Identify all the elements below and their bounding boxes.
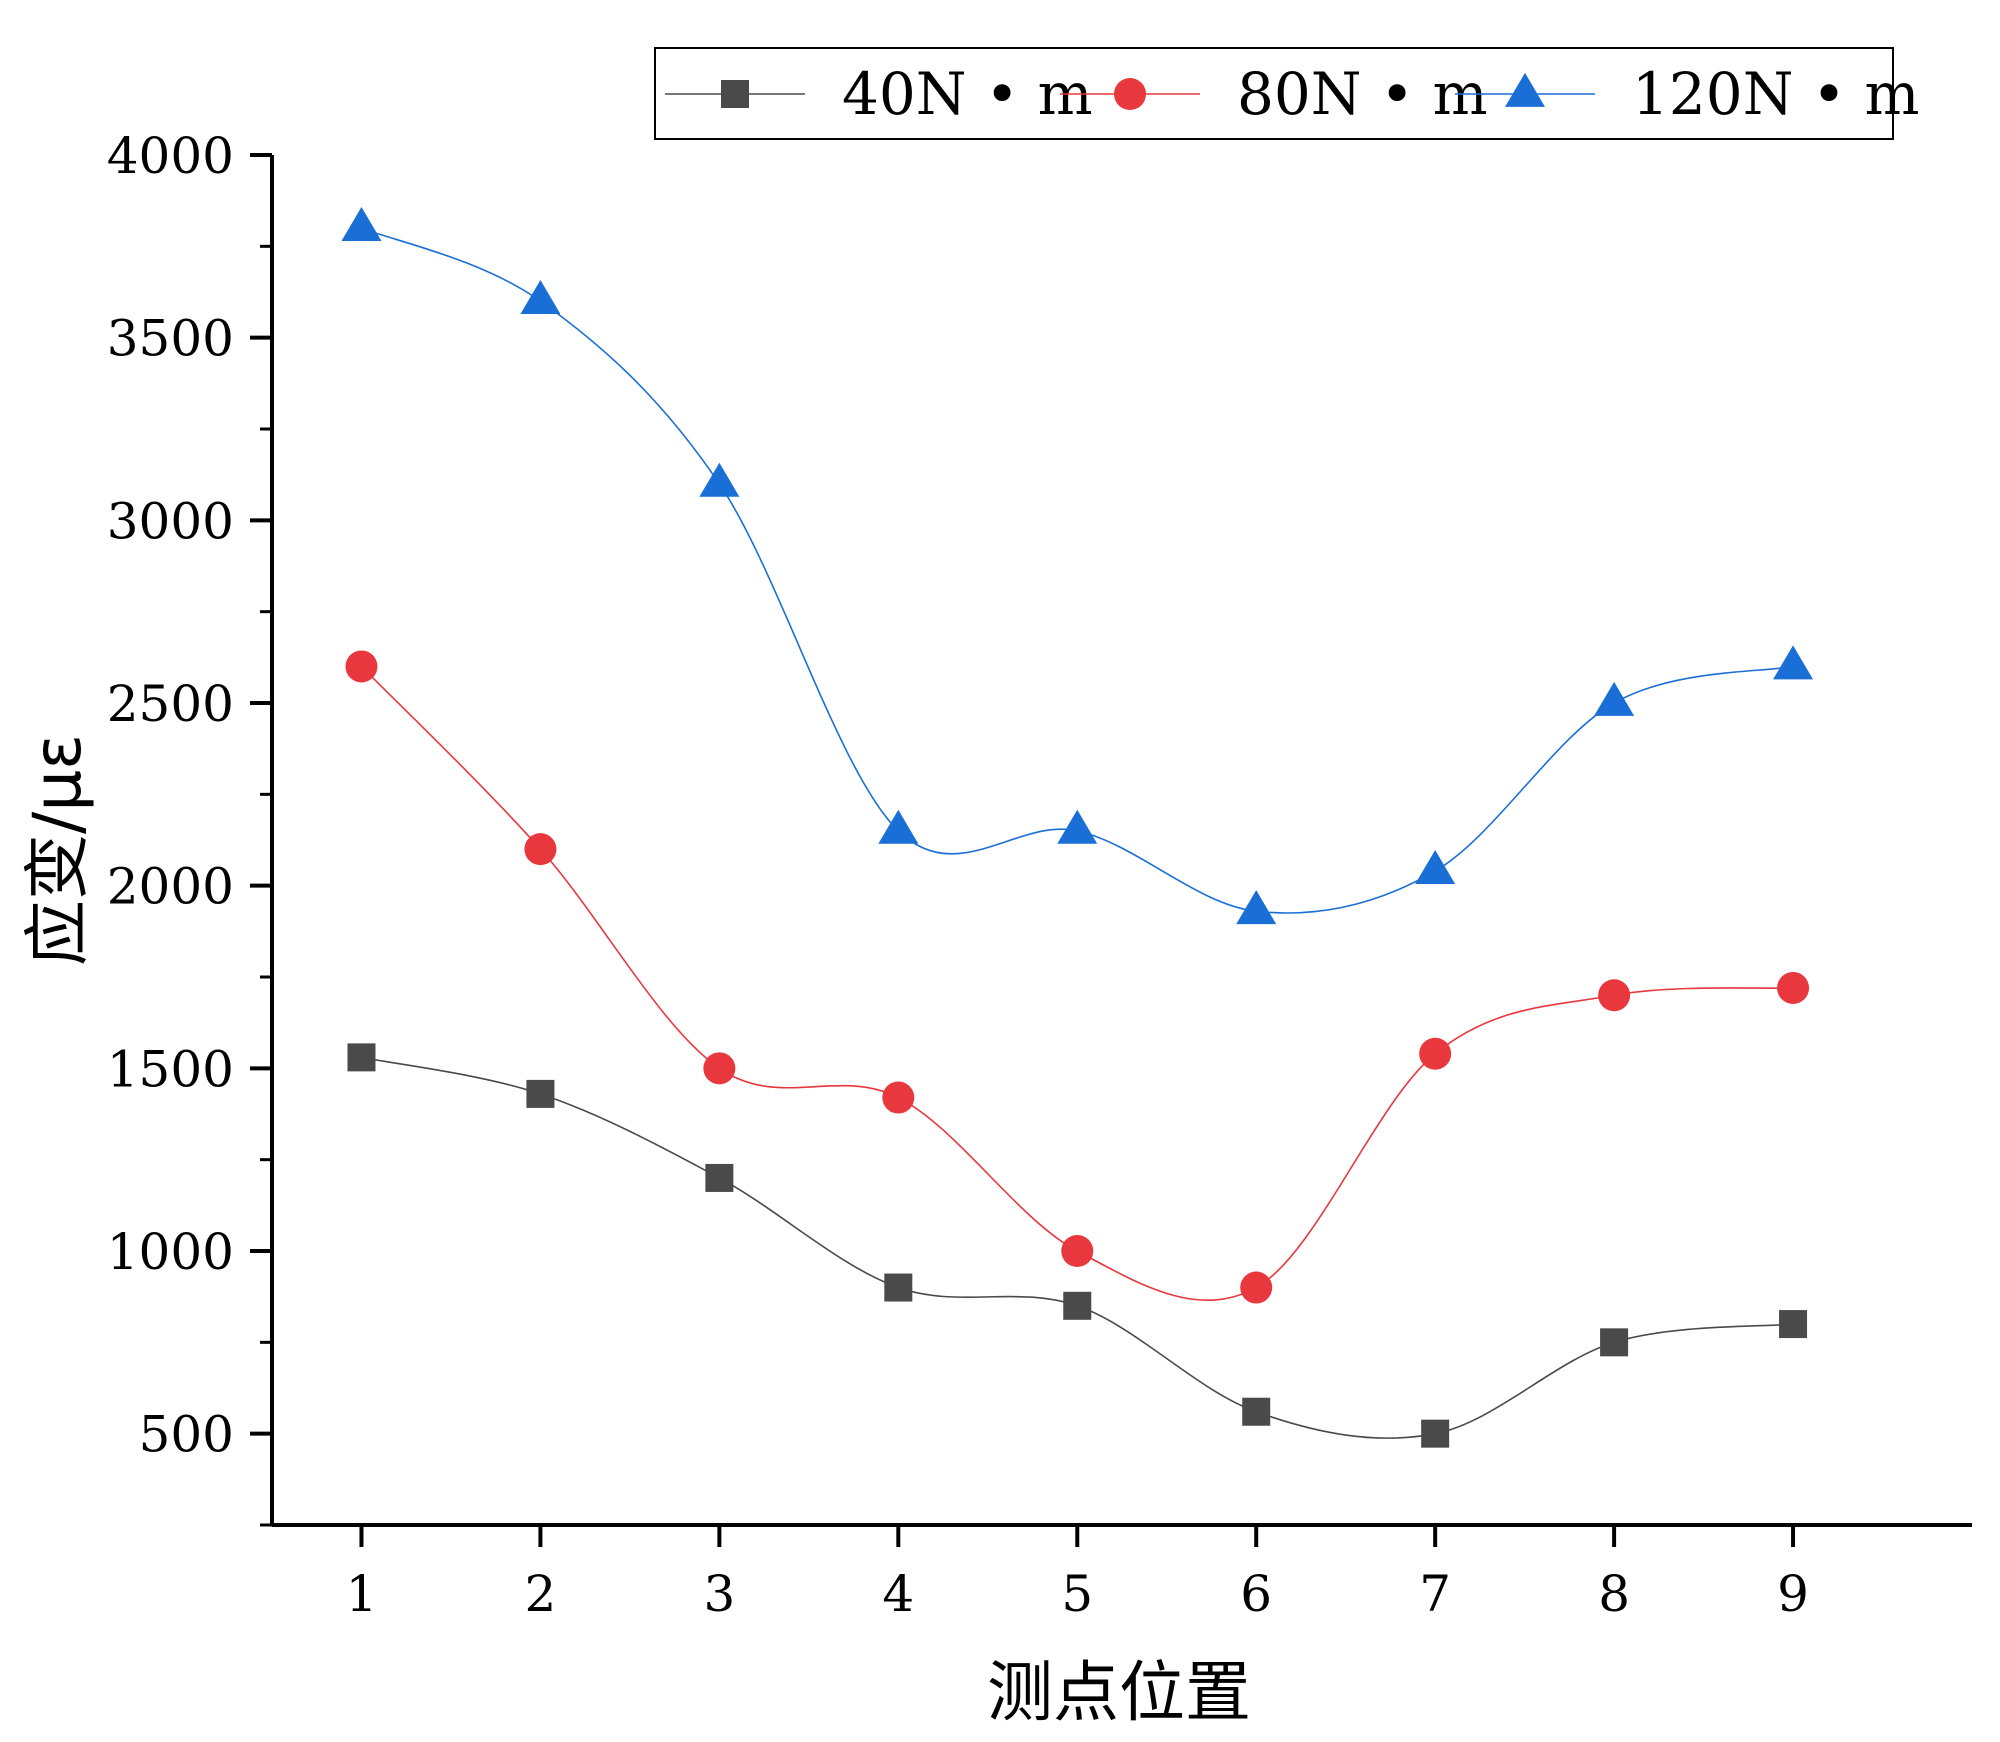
data-point [1421,1419,1450,1448]
x-tick-label: 6 [1240,1565,1272,1623]
data-point [878,809,919,844]
x-tick-label: 7 [1419,1565,1451,1623]
axes: 500 1000 1500 2000 2500 3000 3500 4000 1 2 3 4 5 6 7 8 9 [107,127,1972,1623]
y-tick-label: 3500 [107,310,234,368]
y-axis-title: 应变/με [19,734,96,966]
y-tick-label: 4000 [107,127,234,185]
series-2 [345,650,1810,1304]
data-point [882,1081,915,1114]
data-point [1594,681,1635,716]
data-point [520,280,561,315]
legend-box [654,47,1894,140]
x-tick-label: 2 [525,1565,557,1623]
x-tick-label: 3 [703,1565,735,1623]
data-point [884,1273,913,1302]
y-tick-label: 500 [139,1406,234,1464]
y-tick-label: 3000 [107,492,234,550]
data-point [1240,1271,1273,1304]
data-point [524,833,557,866]
x-tick-label: 9 [1777,1565,1809,1623]
data-point [703,1052,736,1085]
data-point [1777,971,1810,1004]
data-point [1419,1037,1452,1070]
legend-label: 40N • m [842,60,1093,128]
legend-entry: 40N • m [665,60,1093,128]
data-point [1236,890,1277,925]
x-tick-label: 1 [346,1565,378,1623]
series-line [360,665,1794,1302]
data-point [345,650,378,683]
y-tick-label: 1500 [107,1040,234,1098]
data-point [1598,979,1631,1012]
data-point [526,1079,555,1108]
data-point [1061,1235,1094,1267]
legend-marker [1505,72,1545,107]
data-point [1779,1310,1808,1339]
series-3 [341,206,1814,925]
legend-marker [721,80,749,108]
data-point [1242,1397,1271,1426]
data-point [1415,849,1456,884]
data-point [1057,809,1098,844]
data-point [341,206,382,241]
x-axis-title: 测点位置 [987,1654,1251,1731]
y-tick-label: 2500 [107,675,234,733]
data-point [705,1163,734,1192]
data-point [1773,645,1814,680]
data-point [1600,1328,1629,1357]
y-tick-label: 2000 [107,858,234,916]
x-tick-label: 8 [1598,1565,1630,1623]
y-tick-label: 1000 [107,1223,234,1281]
legend-label: 120N • m [1632,60,1920,128]
x-tick-label: 5 [1061,1565,1093,1623]
data-point [1063,1291,1092,1320]
legend-entry: 120N • m [1455,60,1920,128]
series-1 [347,1043,1808,1448]
x-tick-label: 4 [882,1565,914,1623]
series-line [361,227,1794,914]
data-point [347,1043,376,1072]
data-point [699,462,740,497]
legend-entry: 80N • m [1060,60,1488,128]
legend: 40N • m 80N • m 120N • m [654,47,1920,140]
legend-label: 80N • m [1237,60,1488,128]
legend-marker [1114,78,1146,110]
series-layer [341,206,1814,1448]
